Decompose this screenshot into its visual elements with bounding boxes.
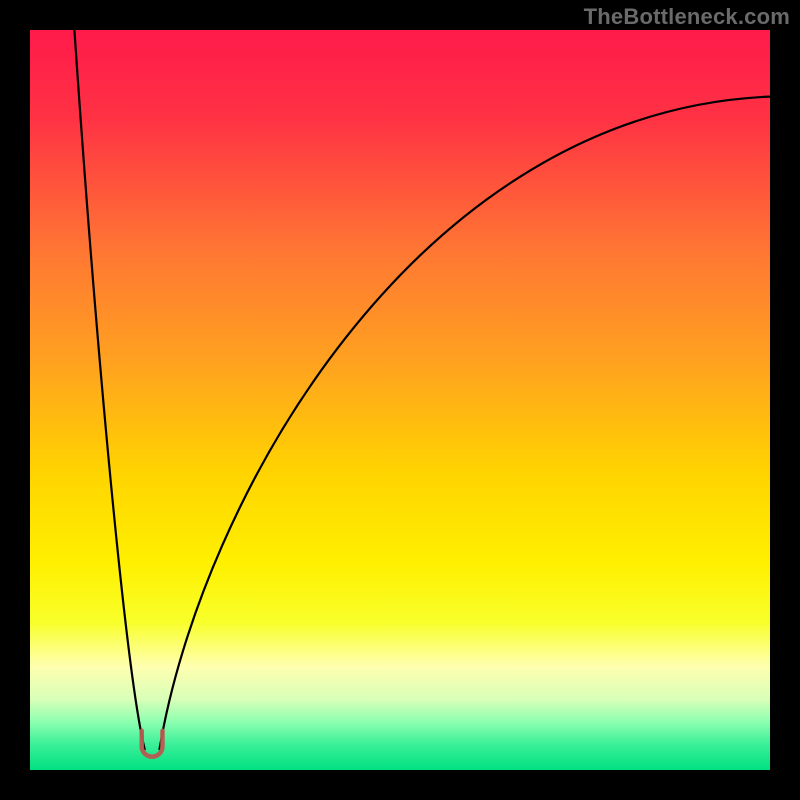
- chart-stage: TheBottleneck.com: [0, 0, 800, 800]
- bottleneck-curve-chart: [0, 0, 800, 800]
- plot-background-gradient: [30, 30, 770, 770]
